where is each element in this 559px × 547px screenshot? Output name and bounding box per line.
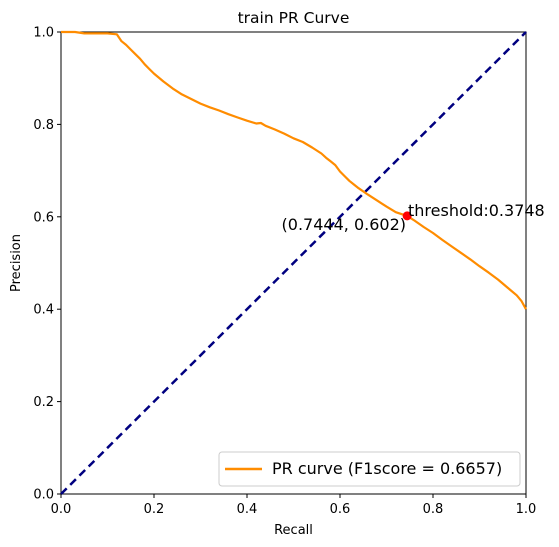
coordinate-annotation: (0.7444, 0.602) [282, 215, 406, 234]
x-tick-label: 0.4 [237, 502, 258, 517]
y-axis-label: Precision [9, 234, 24, 292]
x-tick-label: 0.8 [423, 502, 444, 517]
y-tick-label: 0.0 [33, 488, 54, 503]
y-axis-ticks: 0.0 0.2 0.4 0.6 0.8 1.0 [33, 26, 61, 503]
x-tick-label: 1.0 [516, 502, 537, 517]
plot-frame [60, 31, 527, 495]
x-axis-label: Recall [274, 523, 313, 538]
y-tick-label: 0.8 [33, 118, 54, 133]
x-tick-label: 0.2 [144, 502, 165, 517]
diagonal-reference-line [60, 31, 527, 495]
x-tick-label: 0.6 [330, 502, 351, 517]
threshold-point [402, 211, 412, 221]
threshold-annotation: threshold:0.3748 [408, 201, 545, 220]
chart-title: train PR Curve [238, 9, 350, 27]
legend-label-pr-curve: PR curve (F1score = 0.6657) [272, 459, 502, 478]
y-tick-label: 1.0 [33, 26, 54, 41]
y-tick-label: 0.2 [33, 395, 54, 410]
pr-curve-line [61, 30, 527, 310]
x-axis-ticks: 0.0 0.2 0.4 0.6 0.8 1.0 [51, 494, 537, 517]
x-tick-label: 0.0 [51, 502, 72, 517]
plot-area [60, 30, 527, 495]
y-tick-label: 0.6 [33, 210, 54, 225]
legend: PR curve (F1score = 0.6657) [218, 451, 521, 487]
y-tick-label: 0.4 [33, 303, 54, 318]
legend-box [218, 451, 521, 487]
